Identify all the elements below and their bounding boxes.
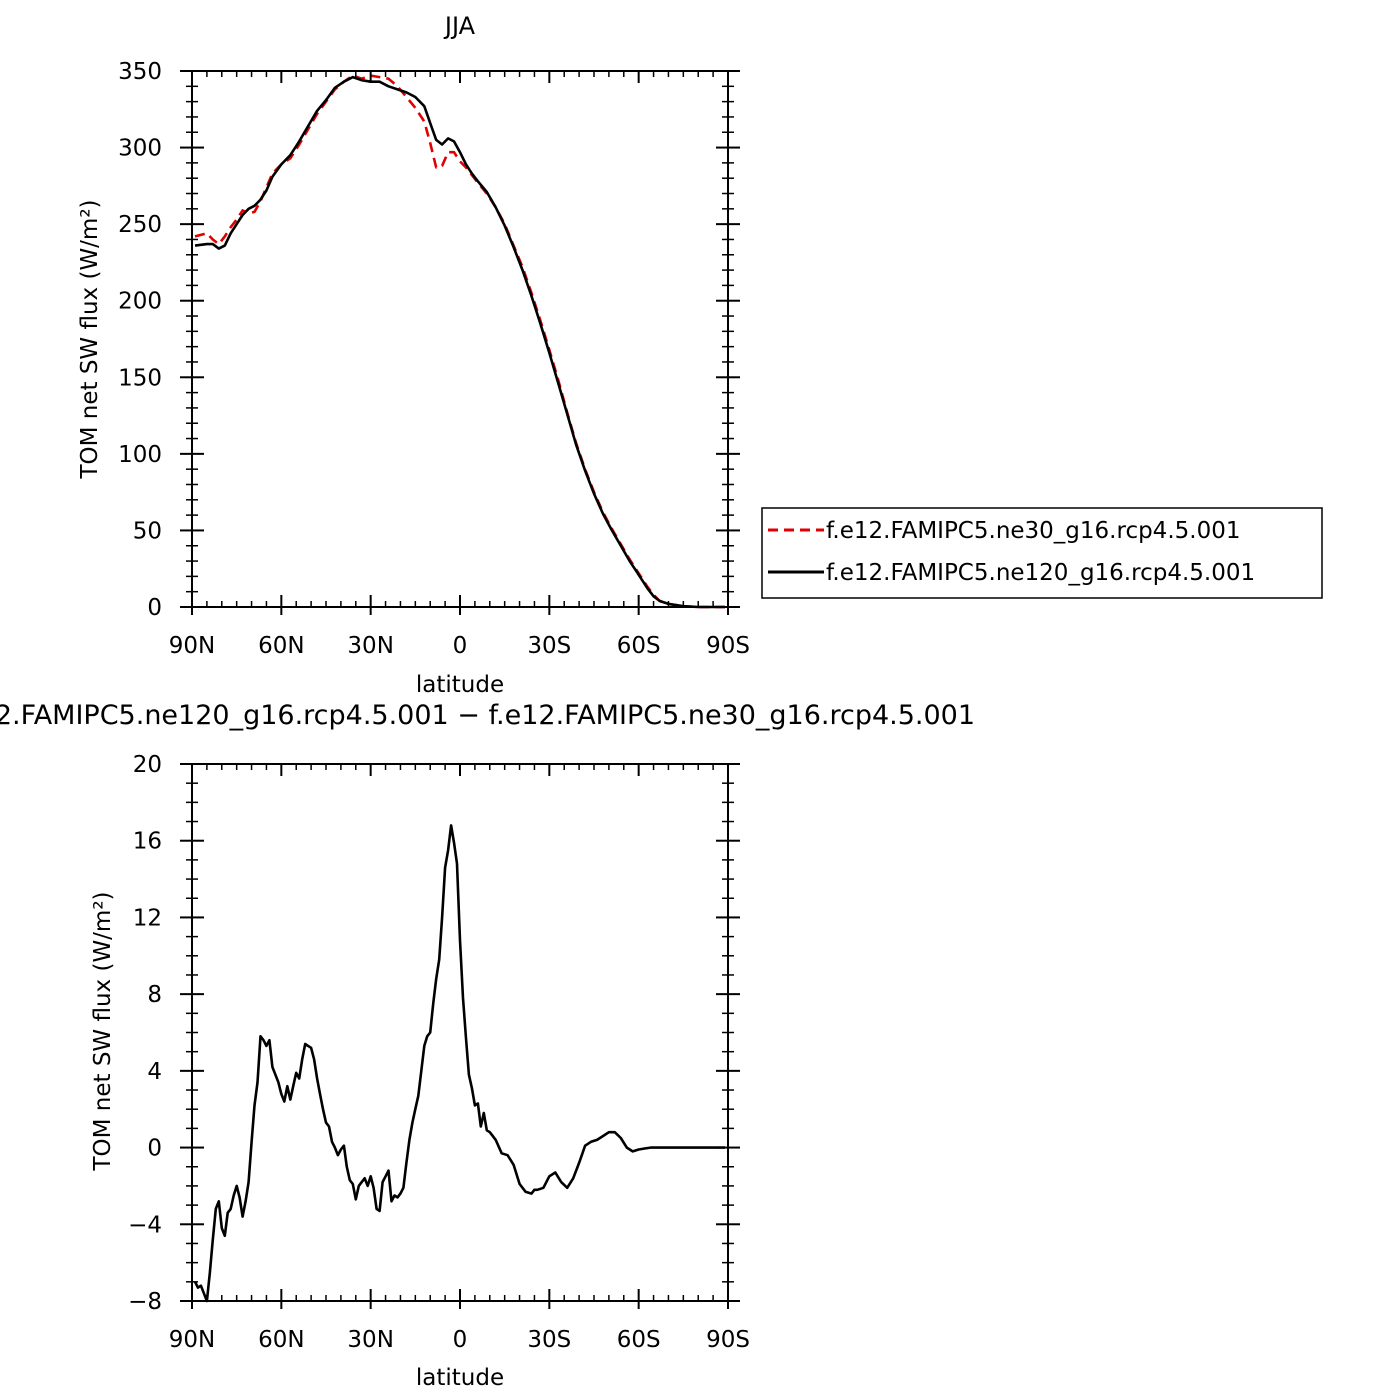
y-tick-label: 50	[133, 518, 162, 544]
bottom-chart-title: f.e12.FAMIPC5.ne120_g16.rcp4.5.001 − f.e…	[0, 700, 975, 731]
legend-label-ne120: f.e12.FAMIPC5.ne120_g16.rcp4.5.001	[826, 560, 1255, 586]
x-tick-label: 90N	[169, 633, 215, 659]
x-tick-label: 30S	[527, 1327, 571, 1353]
y-tick-label: 350	[118, 59, 162, 85]
top-chart-title: JJA	[443, 12, 476, 40]
x-tick-label: 30N	[347, 1327, 393, 1353]
x-tick-label: 30S	[527, 633, 571, 659]
x-tick-label: 90N	[169, 1327, 215, 1353]
top-legend: f.e12.FAMIPC5.ne30_g16.rcp4.5.001 f.e12.…	[761, 507, 1323, 599]
bottom-chart: f.e12.FAMIPC5.ne120_g16.rcp4.5.001 − f.e…	[0, 700, 975, 1391]
x-tick-label: 0	[453, 633, 468, 659]
y-tick-label: 16	[133, 829, 162, 855]
x-tick-label: 60S	[617, 1327, 661, 1353]
bottom-y-axis-label: TOM net SW flux (W/m²)	[90, 891, 116, 1171]
y-tick-label: 12	[133, 905, 162, 931]
y-tick-label: 200	[118, 289, 162, 315]
series-line-0-1	[194, 75, 725, 609]
y-tick-label: 8	[147, 982, 162, 1008]
y-tick-label: 150	[118, 365, 162, 391]
y-tick-label: 0	[147, 595, 162, 621]
bottom-plot-frame	[191, 763, 729, 1302]
x-tick-label: 60N	[258, 633, 304, 659]
x-tick-label: 90S	[706, 633, 750, 659]
top-chart: JJA 90N 60N 30N 0 30S 60S 90S 0 50 100 150 200 250 30…	[77, 12, 1323, 698]
y-tick-label: −8	[128, 1289, 162, 1315]
x-tick-label: 0	[453, 1327, 468, 1353]
top-x-axis-label: latitude	[416, 672, 504, 698]
x-tick-label: 90S	[706, 1327, 750, 1353]
y-tick-label: −4	[128, 1212, 162, 1238]
y-tick-label: 0	[147, 1136, 162, 1162]
y-tick-label: 20	[133, 752, 162, 778]
series-line-0-0	[194, 74, 725, 609]
x-tick-label: 30N	[347, 633, 393, 659]
bottom-x-axis-label: latitude	[416, 1365, 504, 1391]
legend-label-ne30: f.e12.FAMIPC5.ne30_g16.rcp4.5.001	[826, 518, 1240, 544]
y-tick-label: 100	[118, 442, 162, 468]
top-y-axis-label: TOM net SW flux (W/m²)	[77, 199, 103, 479]
y-tick-label: 300	[118, 136, 162, 162]
x-tick-label: 60N	[258, 1327, 304, 1353]
series-line-1-0	[193, 824, 725, 1303]
y-tick-label: 4	[147, 1059, 162, 1085]
legend-box	[761, 507, 1323, 599]
x-tick-label: 60S	[617, 633, 661, 659]
y-tick-label: 250	[118, 212, 162, 238]
